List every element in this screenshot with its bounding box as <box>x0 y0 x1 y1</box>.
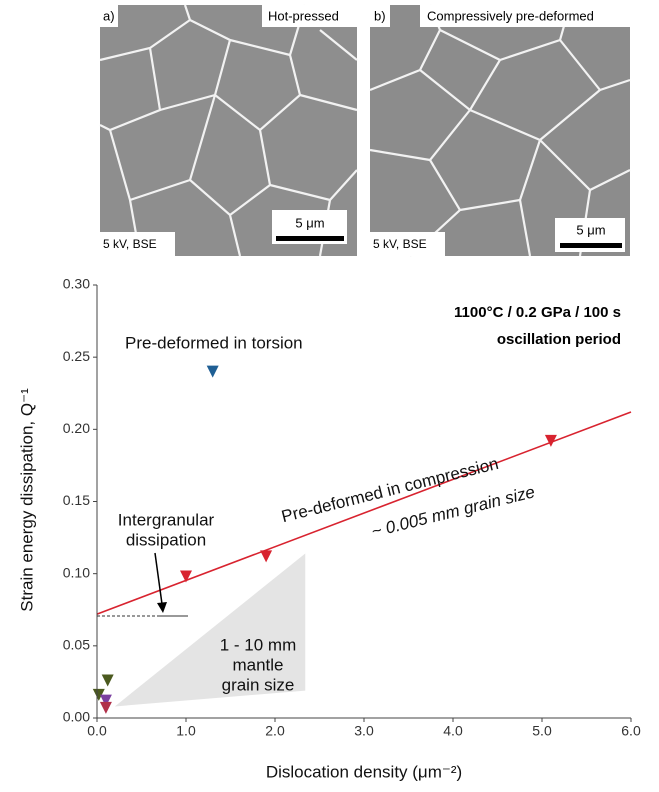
x-tick-label: 5.0 <box>532 723 552 739</box>
arrow-head <box>157 602 167 613</box>
annotation: Pre-deformed in torsion <box>125 333 303 352</box>
y-tick-label: 0.10 <box>63 564 90 580</box>
scale-label: 5 μm <box>295 215 324 230</box>
x-tick-label: 1.0 <box>176 723 196 739</box>
panel-label: a) <box>103 8 115 23</box>
x-tick-label: 0.0 <box>87 723 107 739</box>
annotation: mantle <box>232 655 283 674</box>
y-tick-label: 0.25 <box>63 348 90 364</box>
annotation: dissipation <box>126 530 206 549</box>
scale-label: 5 μm <box>576 222 605 237</box>
y-axis-label: Strain energy dissipation, Q⁻¹ <box>17 388 36 612</box>
marker <box>102 674 114 686</box>
condition-note: 1100°C / 0.2 GPa / 100 s <box>454 304 621 321</box>
x-tick-label: 6.0 <box>621 723 641 739</box>
conditions: 5 kV, BSE <box>103 237 157 251</box>
x-tick-label: 2.0 <box>265 723 285 739</box>
conditions: 5 kV, BSE <box>373 237 427 251</box>
x-tick-label: 4.0 <box>443 723 463 739</box>
scale-bar <box>276 236 344 241</box>
y-tick-label: 0.20 <box>63 420 90 436</box>
y-tick-label: 0.15 <box>63 492 90 508</box>
panel-label: b) <box>374 8 386 23</box>
micrograph-b: b) Compressively pre-deformed 5 μm 5 kV,… <box>370 5 630 256</box>
annotation: grain size <box>222 675 295 694</box>
marker <box>100 702 112 714</box>
annotation: Intergranular <box>118 510 215 529</box>
condition-note: oscillation period <box>497 331 621 348</box>
scale-bar <box>560 243 622 248</box>
annotation: 1 - 10 mm <box>220 635 297 654</box>
marker <box>180 571 192 583</box>
marker <box>207 366 219 378</box>
y-tick-label: 0.00 <box>63 709 90 725</box>
y-tick-label: 0.30 <box>63 276 90 292</box>
figure: a) Hot-pressed 5 μm 5 kV, BSE b) Compres… <box>0 0 659 787</box>
x-axis-label: Dislocation density (μm⁻²) <box>266 762 462 781</box>
micrograph-a: a) Hot-pressed 5 μm 5 kV, BSE <box>100 5 357 256</box>
arrow-shaft <box>155 553 162 604</box>
micrograph-label: Hot-pressed <box>268 8 339 23</box>
micrograph-label: Compressively pre-deformed <box>427 8 594 23</box>
y-tick-label: 0.05 <box>63 637 90 653</box>
marker <box>260 550 272 562</box>
x-tick-label: 3.0 <box>354 723 374 739</box>
